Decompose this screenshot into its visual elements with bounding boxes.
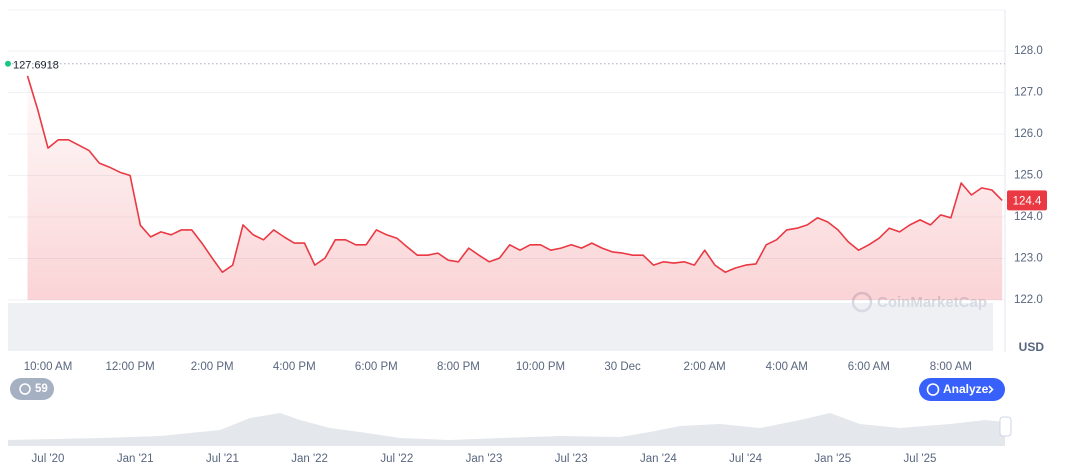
y-tick-label: 126.0 (1014, 128, 1043, 140)
analyze-text: Analyze (943, 382, 989, 396)
volume-band (8, 303, 993, 351)
history-badge[interactable]: 59 (10, 378, 54, 400)
x-tick-label: 6:00 PM (355, 361, 398, 373)
navigator-label: Jul '22 (380, 453, 413, 465)
x-tick-label: 12:00 PM (105, 361, 154, 373)
navigator-label: Jul '21 (206, 453, 239, 465)
navigator-label: Jan '21 (117, 453, 154, 465)
currency-label: USD (1019, 340, 1045, 354)
x-tick-label: 10:00 PM (516, 361, 565, 373)
x-tick-label: 8:00 AM (930, 361, 972, 373)
navigator-label: Jul '25 (904, 453, 937, 465)
x-tick-label: 30 Dec (604, 361, 641, 373)
navigator-label: Jan '23 (466, 453, 503, 465)
y-tick-label: 122.0 (1014, 294, 1043, 306)
navigator-label: Jul '24 (729, 453, 762, 465)
current-price-badge (1007, 190, 1047, 211)
x-tick-label: 2:00 PM (191, 361, 234, 373)
reference-dot (5, 60, 11, 67)
x-tick-label: 4:00 PM (273, 361, 316, 373)
x-tick-label: 10:00 AM (24, 361, 73, 373)
navigator-label: Jan '25 (814, 453, 851, 465)
y-tick-label: 125.0 (1014, 170, 1043, 182)
x-tick-label: 6:00 AM (848, 361, 890, 373)
y-tick-label: 128.0 (1014, 45, 1043, 57)
price-line (26, 75, 1003, 273)
area-fill (27, 75, 1003, 301)
x-tick-label: 8:00 PM (437, 361, 480, 373)
analyze-button[interactable]: Analyze (919, 378, 1005, 401)
navigator-handle[interactable] (999, 416, 1012, 437)
navigator-label: Jan '22 (291, 453, 328, 465)
y-tick-label: 124.0 (1014, 211, 1043, 223)
navigator-label: Jul '23 (555, 453, 588, 465)
navigator-label: Jul '20 (32, 453, 65, 465)
navigator-label: Jan '24 (640, 453, 677, 465)
x-tick-label: 4:00 AM (766, 361, 808, 373)
current-price-label: 124.4 (1013, 195, 1042, 207)
history-count: 59 (35, 383, 48, 395)
reference-label: 127.6918 (13, 60, 59, 72)
x-tick-label: 2:00 AM (684, 361, 726, 373)
y-tick-label: 127.0 (1014, 87, 1043, 99)
y-tick-label: 123.0 (1014, 253, 1043, 265)
navigator-area (8, 413, 1005, 446)
